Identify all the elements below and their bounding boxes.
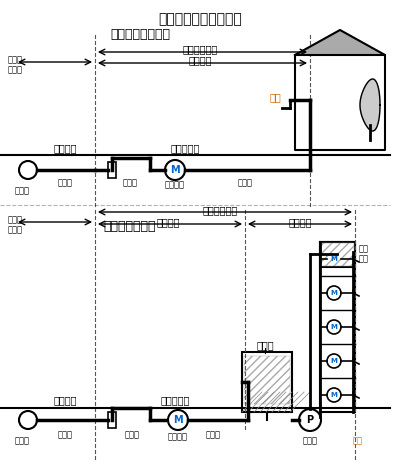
Bar — [320, 242, 355, 267]
Text: 【受水槽方式】: 【受水槽方式】 — [104, 220, 156, 233]
Text: 蛇口: 蛇口 — [269, 92, 281, 102]
Text: 配水管: 配水管 — [14, 186, 30, 195]
Text: 給水管: 給水管 — [206, 430, 220, 439]
Bar — [242, 352, 292, 412]
Circle shape — [327, 354, 341, 368]
Circle shape — [327, 286, 341, 300]
Text: M: M — [330, 256, 338, 262]
Bar — [108, 412, 116, 428]
Text: 給水装置: 給水装置 — [156, 217, 180, 227]
Text: ＜道路＞: ＜道路＞ — [53, 395, 77, 405]
Text: 水道局
の管理: 水道局 の管理 — [8, 215, 23, 234]
Text: ＜宅地内＞: ＜宅地内＞ — [160, 395, 190, 405]
Text: メーター: メーター — [165, 180, 185, 189]
Text: 【直結直圧方式】: 【直結直圧方式】 — [110, 28, 170, 41]
Text: 配水管: 配水管 — [14, 436, 30, 445]
Text: M: M — [173, 415, 183, 425]
Text: 皆さんの管理: 皆さんの管理 — [182, 44, 218, 54]
Polygon shape — [360, 79, 380, 131]
Text: 高置
水槽: 高置 水槽 — [359, 244, 369, 264]
Text: ポンプ: ポンプ — [302, 436, 318, 445]
Bar — [244, 356, 290, 404]
Text: M: M — [330, 290, 338, 296]
Text: 給水管: 給水管 — [238, 178, 252, 187]
Bar — [321, 243, 354, 266]
Circle shape — [165, 160, 185, 180]
Text: M: M — [330, 392, 338, 398]
Text: P: P — [306, 415, 314, 425]
Text: 給水装置: 給水装置 — [188, 55, 212, 65]
Text: 給水管: 給水管 — [58, 430, 72, 439]
Bar — [108, 162, 116, 178]
Text: M: M — [170, 165, 180, 175]
Polygon shape — [295, 30, 385, 55]
Circle shape — [327, 252, 341, 266]
Text: ＜宅地内＞: ＜宅地内＞ — [170, 143, 200, 153]
Text: 給水管: 給水管 — [58, 178, 72, 187]
Text: メーター: メーター — [168, 432, 188, 441]
Circle shape — [168, 410, 188, 430]
Text: 受水槽: 受水槽 — [256, 340, 274, 350]
Text: 給水設備: 給水設備 — [288, 217, 312, 227]
Text: 給水装置等の管理区分: 給水装置等の管理区分 — [158, 12, 242, 26]
Text: ＜道路＞: ＜道路＞ — [53, 143, 77, 153]
Text: 蛇口: 蛇口 — [353, 436, 363, 445]
Text: 止水栓: 止水栓 — [124, 430, 140, 439]
Circle shape — [327, 388, 341, 402]
Text: 止水栓: 止水栓 — [122, 178, 138, 187]
Circle shape — [299, 409, 321, 431]
Text: 水道局
の管理: 水道局 の管理 — [8, 55, 23, 74]
Text: M: M — [330, 324, 338, 330]
Text: 皆さんの管理: 皆さんの管理 — [202, 205, 238, 215]
Bar — [320, 242, 355, 412]
Text: M: M — [330, 358, 338, 364]
Circle shape — [327, 320, 341, 334]
